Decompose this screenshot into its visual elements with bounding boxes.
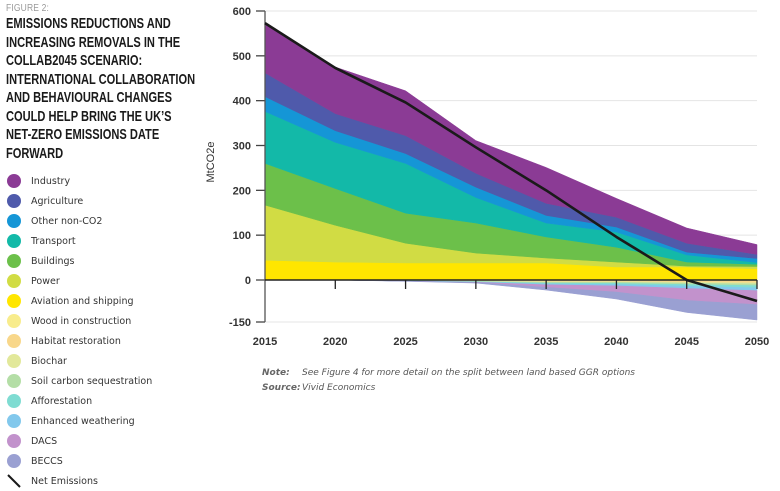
area-beccs — [265, 279, 758, 321]
legend-item: Buildings — [7, 251, 152, 271]
legend-dot-icon — [7, 414, 21, 428]
x-tick-label: 2035 — [534, 336, 558, 348]
legend-label: Other non-CO2 — [31, 215, 103, 227]
y-tick-label: 200 — [233, 185, 251, 197]
legend-label: Buildings — [31, 255, 75, 267]
legend-label: Wood in construction — [31, 315, 132, 327]
legend-label: Transport — [31, 235, 76, 247]
legend-dot-icon — [7, 394, 21, 408]
area-industry — [264, 22, 758, 255]
legend-item: Transport — [7, 231, 152, 251]
legend-item: Power — [7, 271, 152, 291]
stacked-areas — [264, 22, 758, 321]
legend-dot-icon — [7, 234, 21, 248]
legend-dot-icon — [7, 434, 21, 448]
y-tick-label: 400 — [233, 96, 251, 108]
legend-label: Enhanced weathering — [31, 415, 135, 427]
legend-item: Net Emissions — [7, 471, 152, 491]
chart-notes: Note: See Figure 4 for more detail on th… — [262, 368, 635, 398]
note-row: Note: See Figure 4 for more detail on th… — [262, 368, 635, 383]
legend-dot-icon — [7, 194, 21, 208]
legend-item: BECCS — [7, 451, 152, 471]
legend-dot-icon — [7, 354, 21, 368]
legend-item: Afforestation — [7, 391, 152, 411]
legend-dot-icon — [7, 254, 21, 268]
legend-label: Aviation and shipping — [31, 295, 134, 307]
legend-label: DACS — [31, 435, 58, 447]
y-tick-label: 500 — [233, 51, 251, 63]
legend-label: Power — [31, 275, 60, 287]
y-tick-label: 0 — [245, 275, 251, 287]
legend-item: Soil carbon sequestration — [7, 371, 152, 391]
chart-legend: Industry Agriculture Other non-CO2 Transpor… — [7, 171, 152, 491]
note-key: Note: — [262, 368, 290, 378]
legend-label: Habitat restoration — [31, 335, 121, 347]
figure-label: FIGURE 2: — [6, 3, 50, 14]
legend-label: Soil carbon sequestration — [31, 375, 153, 387]
legend-label: Agriculture — [31, 195, 84, 207]
x-tick-label: 2025 — [393, 336, 417, 348]
figure-title: Emissions reductions and increasing remo… — [6, 16, 196, 162]
legend-item: Enhanced weathering — [7, 411, 152, 431]
y-tick-label: 300 — [233, 141, 251, 153]
net-emissions-line-icon — [7, 474, 21, 488]
legend-label: Biochar — [31, 355, 67, 367]
note-text: See Figure 4 for more detail on the spli… — [302, 368, 635, 378]
legend-label: BECCS — [31, 455, 63, 467]
legend-dot-icon — [7, 214, 21, 228]
legend-item: Industry — [7, 171, 152, 191]
source-row: Source: Vivid Economics — [262, 383, 635, 398]
net-emissions-line-group — [264, 22, 758, 303]
legend-item: Other non-CO2 — [7, 211, 152, 231]
legend-item: Habitat restoration — [7, 331, 152, 351]
source-key: Source: — [262, 383, 301, 393]
legend-label: Afforestation — [31, 395, 93, 407]
legend-item: Biochar — [7, 351, 152, 371]
legend-dot-icon — [7, 454, 21, 468]
x-tick-label: 2020 — [323, 336, 347, 348]
legend-dot-icon — [7, 374, 21, 388]
y-tick-label: -150 — [229, 317, 251, 329]
legend-dot-icon — [7, 174, 21, 188]
net-emissions-line — [264, 22, 758, 303]
x-tick-label: 2030 — [464, 336, 488, 348]
x-tick-label: 2040 — [604, 336, 628, 348]
legend-dot-icon — [7, 314, 21, 328]
legend-item: DACS — [7, 431, 152, 451]
source-text: Vivid Economics — [302, 383, 376, 393]
legend-dot-icon — [7, 334, 21, 348]
legend-label: Net Emissions — [31, 475, 98, 487]
legend-item: Wood in construction — [7, 311, 152, 331]
y-tick-label: 600 — [233, 6, 251, 18]
legend-item: Aviation and shipping — [7, 291, 152, 311]
y-tick-label: 100 — [233, 230, 251, 242]
x-tick-label: 2050 — [745, 336, 769, 348]
legend-item: Agriculture — [7, 191, 152, 211]
legend-dot-icon — [7, 274, 21, 288]
x-tick-label: 2045 — [674, 336, 698, 348]
legend-dot-icon — [7, 294, 21, 308]
legend-label: Industry — [31, 175, 71, 187]
x-tick-label: 2015 — [253, 336, 277, 348]
y-axis-label: MtCO2e — [205, 142, 217, 183]
